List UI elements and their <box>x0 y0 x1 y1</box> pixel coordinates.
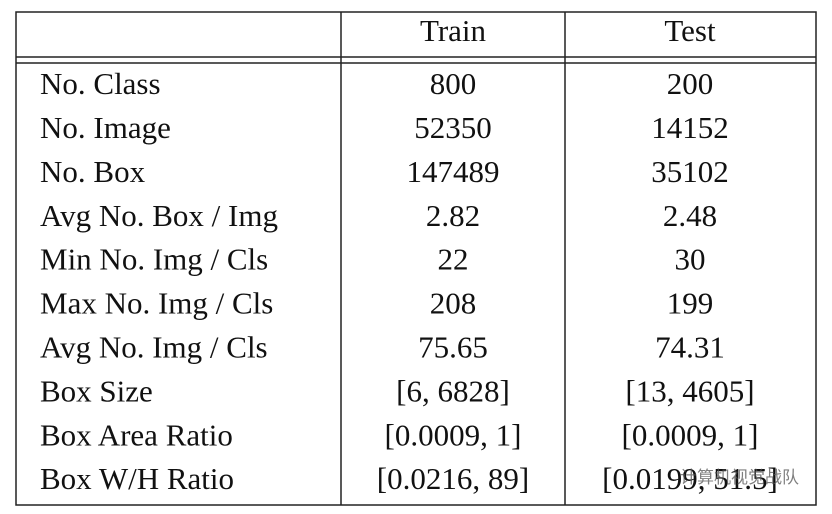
header-cell: Test <box>664 13 716 48</box>
row-label: No. Class <box>40 66 161 101</box>
row-label: No. Image <box>40 110 171 145</box>
cell: 14152 <box>651 110 729 145</box>
row-label: Max No. Img / Cls <box>40 286 273 321</box>
cell: 147489 <box>407 154 500 189</box>
cell: 22 <box>438 242 469 277</box>
cell: 208 <box>430 286 477 321</box>
header-cell: Train <box>420 13 487 48</box>
cell: [0.0216, 89] <box>377 461 529 496</box>
cell: 75.65 <box>418 330 488 365</box>
cell: 30 <box>675 242 706 277</box>
cell: [0.0009, 1] <box>622 417 759 452</box>
cell: [0.0009, 1] <box>385 417 522 452</box>
cell: 200 <box>667 66 714 101</box>
watermark: 计算机视觉战队 <box>680 468 799 488</box>
row-label: Box W/H Ratio <box>40 461 234 496</box>
row-label: Box Area Ratio <box>40 417 233 452</box>
row-label: Box Size <box>40 373 153 408</box>
cell: 2.48 <box>663 198 717 233</box>
cell: 74.31 <box>655 330 725 365</box>
row-label: No. Box <box>40 154 146 189</box>
cell: [6, 6828] <box>396 373 510 408</box>
table-border <box>15 11 817 506</box>
cell: 35102 <box>651 154 729 189</box>
cell: 2.82 <box>426 198 480 233</box>
cell: 199 <box>667 286 714 321</box>
row-label: Avg No. Img / Cls <box>40 330 268 365</box>
cell: 52350 <box>414 110 492 145</box>
cell: [0.0199, 51.5] <box>602 461 778 496</box>
cell: [13, 4605] <box>625 373 754 408</box>
row-label: Min No. Img / Cls <box>40 242 268 277</box>
cell: 800 <box>430 66 477 101</box>
row-label: Avg No. Box / Img <box>40 198 278 233</box>
